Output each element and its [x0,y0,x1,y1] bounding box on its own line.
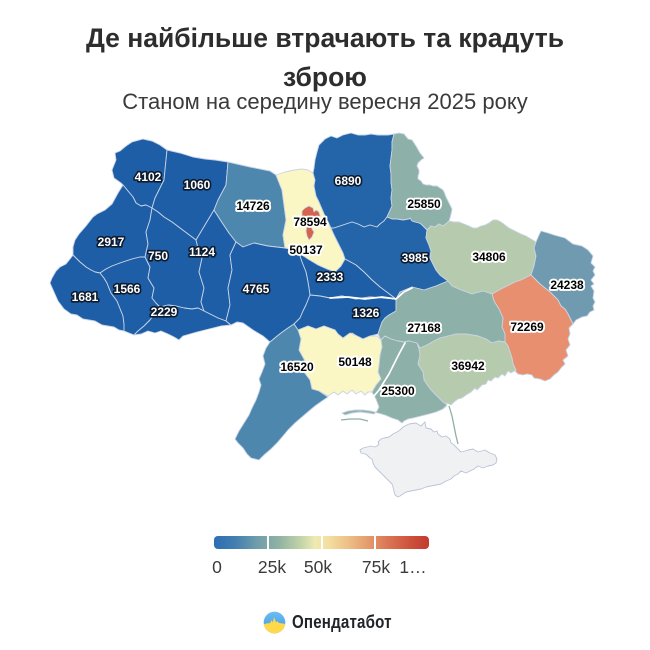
svg-text:50137: 50137 [289,243,323,257]
svg-text:2229: 2229 [151,305,178,319]
svg-text:1566: 1566 [114,282,141,296]
svg-text:2333: 2333 [317,270,344,284]
svg-text:2917: 2917 [98,235,125,249]
svg-text:1124: 1124 [189,245,215,259]
svg-text:4765: 4765 [243,282,270,296]
svg-text:78594: 78594 [293,215,327,229]
svg-text:25850: 25850 [407,197,441,211]
svg-text:750: 750 [148,249,168,263]
svg-text:25300: 25300 [381,384,415,398]
svg-text:14726: 14726 [236,199,270,213]
svg-text:1681: 1681 [72,290,99,304]
svg-text:1326: 1326 [353,306,380,320]
svg-text:24238: 24238 [550,278,584,292]
svg-text:16520: 16520 [280,360,314,374]
svg-text:3985: 3985 [402,251,429,265]
svg-text:72269: 72269 [510,320,544,334]
svg-text:34806: 34806 [472,250,506,264]
svg-text:50148: 50148 [338,355,372,369]
svg-text:4102: 4102 [135,170,162,184]
svg-text:27168: 27168 [407,321,441,335]
svg-text:36942: 36942 [451,359,485,373]
svg-text:6890: 6890 [335,174,362,188]
svg-text:1060: 1060 [184,178,211,192]
